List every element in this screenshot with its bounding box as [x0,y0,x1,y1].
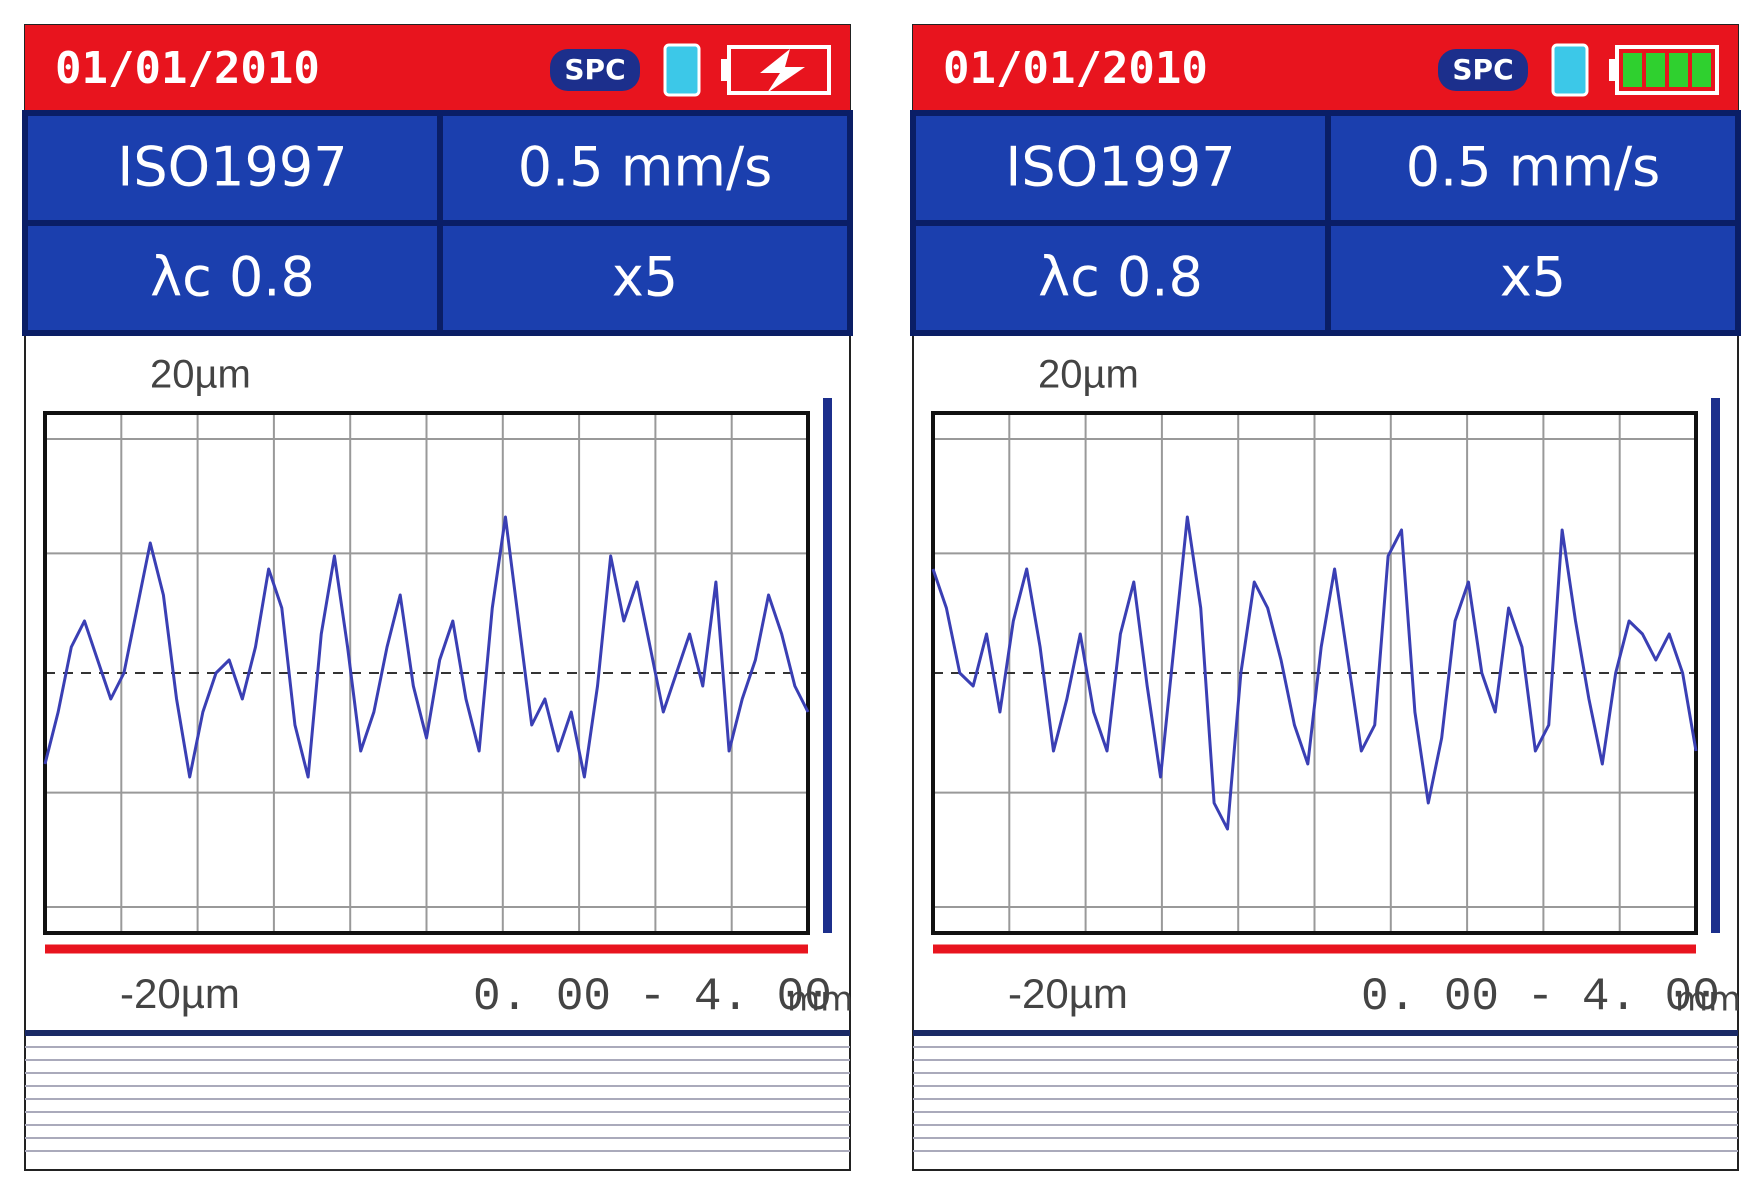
device-screen: 01/01/2010 SPC ISO1997 0.5 mm/s λc 0.8 x5 20µm… [22,24,853,1171]
spc-badge-bg [550,49,640,91]
range-label: 0. 00 - 4. 00 [1361,971,1720,1023]
info-cell [1325,110,1741,226]
info-cell [437,110,853,226]
info-cell [437,220,853,336]
info-cell [910,220,1331,336]
info-value: 0.5 mm/s [1406,136,1661,199]
spc-badge-bg [1438,49,1528,91]
battery-cell [1646,53,1665,87]
bottom-label: -20µm [120,970,240,1017]
info-value: x5 [1500,246,1566,309]
scroll-bar [1711,398,1720,933]
sd-card-icon [663,43,701,97]
battery-cell [1692,53,1711,87]
scroll-bar [823,398,832,933]
profile-line [931,515,1698,831]
status-bar [913,25,1738,113]
battery-cell [1623,53,1642,87]
info-cell [22,110,443,226]
top-label: 20µm [1038,353,1139,397]
status-bar [25,25,850,113]
chart-frame [43,411,810,935]
date: 01/01/2010 [943,43,1208,94]
charging-bolt [760,49,805,93]
info-value: x5 [612,246,678,309]
top-label: 20µm [150,353,251,397]
info-value: ISO1997 [1005,136,1235,199]
info-value: ISO1997 [117,136,347,199]
info-cell [910,110,1331,226]
date: 01/01/2010 [55,43,320,94]
device-screen: 01/01/2010 SPC ISO1997 0.5 mm/s λc 0.8 x5 20µm… [910,24,1741,1171]
battery-body [1615,45,1719,95]
chart-frame [931,411,1698,935]
bottom-label: -20µm [1008,970,1128,1017]
profile-line [43,515,810,779]
battery-tip [721,59,729,81]
range-label: 0. 00 - 4. 00 [473,971,832,1023]
range-unit: mm [787,980,853,1020]
info-cell [1325,220,1741,336]
sd-card-icon [1551,43,1589,97]
range-unit: mm [1675,980,1741,1020]
battery-tip [1609,59,1617,81]
battery-body [727,45,831,95]
spc-badge: SPC [564,53,625,86]
info-value: λc 0.8 [1038,246,1203,309]
spc-badge: SPC [1452,53,1513,86]
info-value: 0.5 mm/s [518,136,773,199]
battery-cell [1669,53,1688,87]
info-value: λc 0.8 [150,246,315,309]
